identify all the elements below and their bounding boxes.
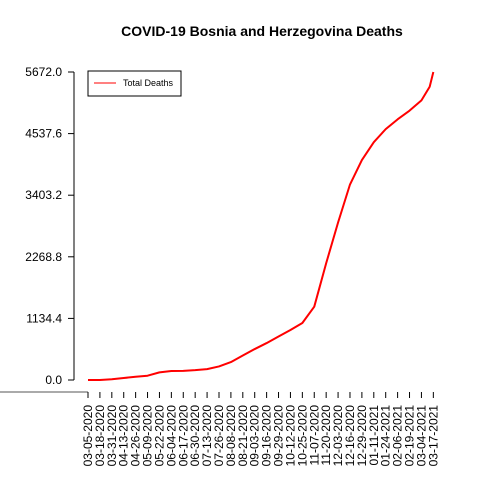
x-tick-label: 01-24-2021 [379,405,393,467]
x-tick-label: 08-08-2020 [224,405,238,467]
x-tick-label: 12-16-2020 [343,405,357,467]
x-tick-label: 03-04-2021 [414,405,428,467]
x-tick-label: 09-03-2020 [248,405,262,467]
x-tick-label: 04-13-2020 [117,405,131,467]
x-tick-label: 02-06-2021 [391,405,405,467]
x-tick-label: 06-17-2020 [176,405,190,467]
x-tick-label: 06-04-2020 [164,405,178,467]
series-line-0 [87,71,435,381]
y-tick-label: 1134.4 [26,311,62,325]
y-tick-label: 3403.2 [25,188,62,202]
x-tick-label: 11-07-2020 [307,405,321,466]
x-tick-label: 11-20-2020 [319,405,333,466]
x-tick-label: 03-05-2020 [81,405,95,467]
y-axis: 0.0 1134.4 2268.8 3403.2 4537.6 5672.0 [25,65,75,387]
x-tick-label: 03-31-2020 [105,405,119,467]
plot-area [87,71,435,381]
x-tick-label: 12-29-2020 [355,405,369,467]
chart-title: COVID-19 Bosnia and Herzegovina Deaths [121,23,403,39]
x-tick-label: 10-12-2020 [283,405,297,467]
x-tick-label: 09-29-2020 [272,405,286,467]
legend: Total Deaths [87,70,182,97]
x-tick-label: 03-17-2021 [426,405,440,467]
x-tick-label: 07-13-2020 [200,405,214,467]
x-axis: 03-05-202003-18-202003-31-202004-13-2020… [0,391,440,467]
y-tick-label: 2268.8 [25,250,62,264]
x-tick-label: 04-26-2020 [129,405,143,467]
x-tick-label: 02-19-2021 [403,405,417,467]
x-tick-label: 09-16-2020 [260,405,274,467]
x-tick-label: 12-03-2020 [331,405,345,467]
x-tick-label: 06-30-2020 [188,405,202,467]
legend-label: Total Deaths [123,78,174,88]
x-tick-label: 10-25-2020 [295,405,309,467]
x-tick-label: 05-09-2020 [141,405,155,467]
x-tick-label: 07-26-2020 [212,405,226,467]
y-tick-label: 5672.0 [25,65,62,79]
x-tick-label: 08-21-2020 [236,405,250,467]
x-tick-label: 05-22-2020 [152,405,166,467]
y-tick-label: 0.0 [45,373,62,387]
x-tick-label: 03-18-2020 [93,405,107,467]
x-tick-label: 01-11-2021 [367,405,381,466]
y-tick-label: 4537.6 [25,127,62,141]
